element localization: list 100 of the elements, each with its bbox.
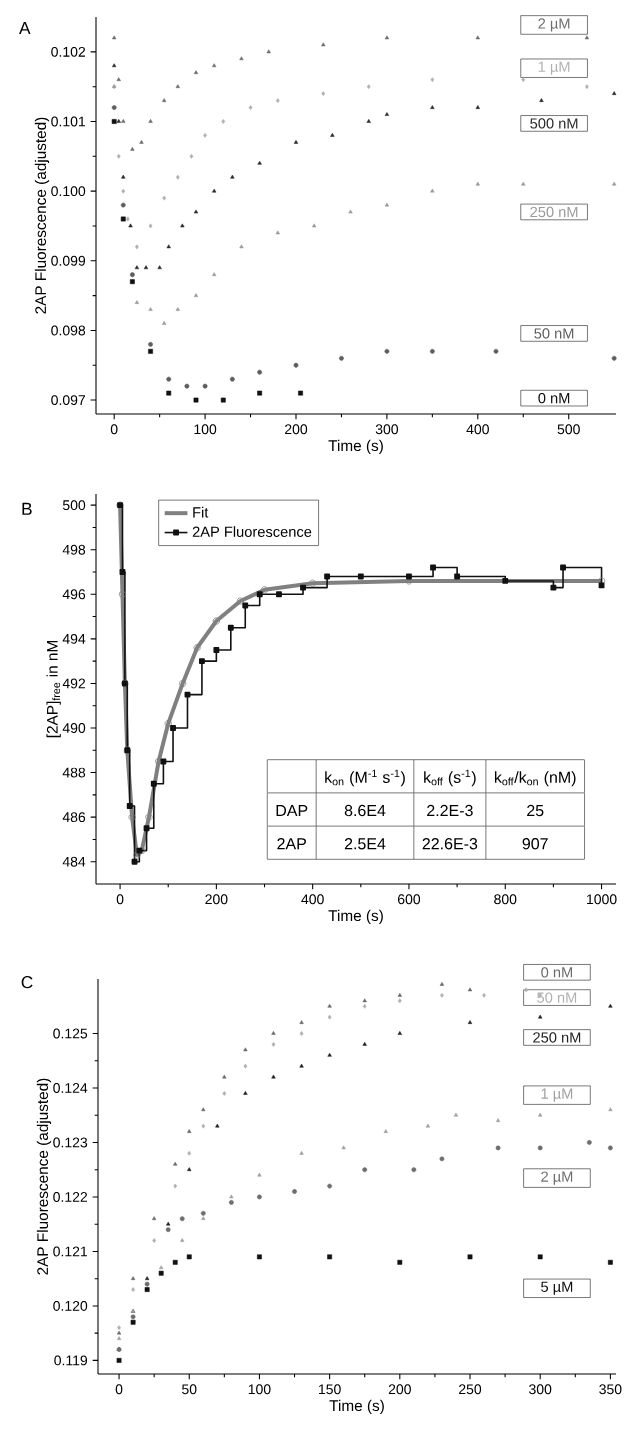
point (293, 139, 299, 144)
point (257, 1194, 262, 1200)
x-tick-label: 300 (529, 1384, 552, 1395)
point (502, 577, 509, 584)
point (116, 1336, 122, 1340)
x-tick-label: 250 (459, 1384, 482, 1395)
point (128, 813, 136, 821)
x-tick-label: 350 (599, 1384, 622, 1395)
series-label: 5 µM (541, 1281, 573, 1295)
y-tick-label: 0.124 (53, 1083, 88, 1093)
point (213, 647, 220, 653)
point (521, 77, 526, 83)
point (212, 63, 217, 68)
point (411, 1167, 417, 1173)
point (121, 174, 126, 179)
point (187, 1150, 192, 1156)
x-tick-label: 50 (182, 1384, 197, 1395)
x-tick-label: 600 (398, 894, 421, 905)
point (397, 1259, 403, 1265)
point (170, 725, 176, 731)
point (229, 1194, 234, 1199)
y-axis-title: 2AP Fluorescence (adjusted) (36, 1078, 52, 1275)
point (495, 1118, 501, 1123)
y-tick-label: 488 (62, 767, 86, 778)
point (257, 1172, 262, 1177)
point (193, 644, 201, 652)
point (550, 584, 557, 591)
point (116, 153, 121, 159)
point (467, 1254, 473, 1260)
point (143, 825, 150, 832)
point (608, 1003, 613, 1008)
point (327, 1014, 332, 1020)
point (425, 1123, 431, 1128)
point (475, 181, 480, 186)
y-tick-label: 496 (62, 589, 86, 600)
point (201, 1107, 206, 1112)
point (200, 1210, 206, 1216)
point (312, 223, 317, 228)
point (112, 35, 117, 40)
point (406, 573, 412, 580)
y-tick-label: 0.102 (51, 46, 86, 57)
point (119, 569, 126, 575)
legend-label: 2AP Fluorescence (192, 526, 312, 537)
point (321, 91, 326, 97)
annotation: 25 (527, 804, 544, 817)
point (121, 188, 126, 194)
point (292, 1189, 297, 1194)
text: 50 nM (534, 328, 574, 339)
point (143, 265, 149, 270)
series-label: 250 nM (530, 206, 578, 218)
text: 0 nM (541, 967, 573, 978)
point (275, 230, 280, 235)
point (202, 383, 208, 389)
point (598, 582, 605, 589)
point (257, 1254, 262, 1260)
y-tick-label: 500 (62, 500, 86, 511)
y-tick-label: 0.120 (53, 1300, 88, 1311)
x-tick-label: 300 (375, 424, 399, 435)
point (184, 691, 191, 698)
y-tick-label: 484 (62, 856, 86, 867)
point (362, 1042, 367, 1046)
point (212, 272, 217, 277)
point (173, 1183, 178, 1189)
point (607, 1145, 613, 1151)
point (175, 174, 180, 180)
point (453, 1112, 459, 1117)
point (131, 858, 138, 865)
point (521, 181, 526, 186)
point (215, 1123, 220, 1128)
point (148, 307, 153, 311)
point (586, 1140, 592, 1145)
point (271, 1074, 276, 1079)
point (430, 77, 435, 83)
point (172, 1259, 178, 1265)
x-tick-label: 200 (285, 424, 308, 435)
point (148, 223, 153, 229)
point (430, 564, 436, 571)
point (130, 1276, 136, 1281)
annotation: 2AP (277, 838, 306, 850)
x-tick-label: 100 (248, 1384, 271, 1395)
point (187, 1167, 192, 1172)
point (236, 597, 245, 605)
point (201, 1123, 206, 1129)
point (362, 1003, 367, 1009)
annotation: k$_{off}$ (s$^{-1}$) (424, 769, 476, 787)
point (162, 321, 167, 325)
point (222, 1091, 227, 1096)
point (260, 586, 269, 594)
point (612, 91, 617, 95)
point (193, 209, 199, 214)
y-tick-label: 494 (62, 633, 86, 644)
point (366, 84, 371, 90)
point (201, 1216, 206, 1221)
point (327, 1183, 333, 1189)
point (162, 195, 167, 201)
series-label: 1 µM (541, 1088, 573, 1102)
point (186, 1254, 192, 1260)
point (193, 397, 199, 403)
point (198, 658, 205, 665)
y-axis-title: [2AP]$_{free}$ in nM (46, 641, 61, 738)
